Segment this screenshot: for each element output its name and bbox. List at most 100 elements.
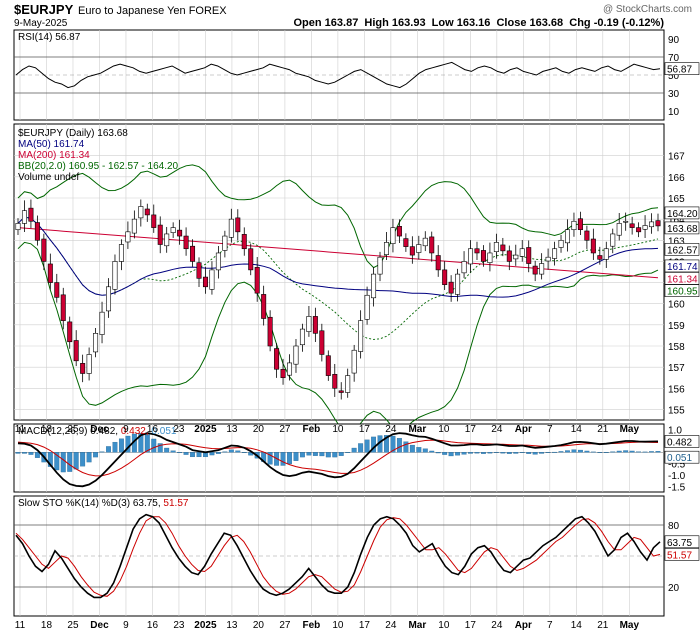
x-tick-label: May bbox=[620, 424, 640, 435]
macd-hist-bar bbox=[332, 452, 338, 458]
candle-body bbox=[144, 208, 150, 216]
candle-body bbox=[442, 269, 448, 285]
price-panel: 1671661651641631621611601591581571561551… bbox=[13, 123, 700, 434]
macd-hist-bar bbox=[390, 435, 396, 453]
macd-hist-bar bbox=[565, 450, 570, 453]
x-tick-label: 16 bbox=[147, 424, 159, 435]
y-tick-label: 164 bbox=[668, 215, 685, 226]
candle-body bbox=[571, 220, 577, 231]
candle-body bbox=[267, 316, 273, 347]
candle-body bbox=[41, 238, 47, 262]
macd-hist-bar bbox=[28, 452, 34, 455]
y-tick-label: 160 bbox=[668, 300, 685, 311]
x-tick-label: May bbox=[620, 620, 640, 631]
rsi-current-tag: 56.87 bbox=[667, 65, 692, 76]
candle-body bbox=[293, 345, 299, 365]
macd-hist-bar bbox=[34, 452, 40, 458]
x-tick-label: Mar bbox=[408, 424, 426, 435]
macd-hist-bar bbox=[312, 452, 318, 456]
sto-d-line bbox=[15, 516, 661, 597]
y-tick-label: 50 bbox=[668, 71, 680, 82]
macd-hist-bar bbox=[468, 452, 473, 454]
candle-body bbox=[506, 250, 512, 262]
candle-body bbox=[183, 235, 189, 250]
y-tick-label: -1.5 bbox=[668, 482, 686, 493]
sto-d-tag-box bbox=[664, 548, 700, 561]
x-tick-label: 14 bbox=[571, 620, 583, 631]
x-tick-label: 23 bbox=[173, 424, 185, 435]
legend-entry: MA(50) 161.74 bbox=[18, 139, 85, 150]
macd-hist-bar bbox=[610, 451, 616, 453]
candle-body bbox=[312, 316, 318, 334]
y-tick-label: 167 bbox=[668, 152, 685, 163]
x-tick-label: 14 bbox=[571, 424, 583, 435]
macd-hist-bar bbox=[526, 452, 532, 454]
macd-hist-bar bbox=[616, 450, 622, 453]
candle-body bbox=[603, 248, 609, 260]
sto-d-tag: 51.57 bbox=[667, 550, 692, 561]
macd-hist-bar bbox=[280, 452, 286, 466]
macd-hist-bar bbox=[54, 452, 60, 471]
macd-hist-bar bbox=[623, 450, 629, 453]
macd-hist-bar bbox=[215, 452, 221, 454]
candle-body bbox=[338, 390, 344, 393]
x-tick-label: 24 bbox=[491, 620, 503, 631]
x-tick-label: 21 bbox=[597, 620, 609, 631]
y-tick-label: 166 bbox=[668, 173, 685, 184]
y-tick-label: 10 bbox=[668, 107, 680, 118]
macd-hist-bar bbox=[93, 452, 99, 458]
macd-hist-bar bbox=[649, 451, 654, 453]
x-tick-label: 11 bbox=[15, 620, 26, 631]
x-tick-label: 7 bbox=[547, 620, 553, 631]
macd-hist-bar bbox=[144, 434, 150, 453]
macd-hist-bar bbox=[241, 452, 247, 453]
macd-hist-bar bbox=[455, 452, 461, 456]
bb-lower-tag-box bbox=[664, 284, 700, 297]
macd-hist-bar bbox=[106, 446, 111, 453]
candle-body bbox=[577, 218, 583, 231]
candle-body bbox=[73, 340, 79, 362]
x-tick-label: 10 bbox=[332, 424, 344, 435]
candle-body bbox=[564, 229, 570, 244]
candle-body bbox=[474, 248, 480, 254]
candle-body bbox=[54, 282, 60, 298]
candle-body bbox=[86, 354, 92, 374]
x-tick-label: 10 bbox=[438, 424, 450, 435]
macd-panel: 1.00.5-0.5-1.0-1.50.4820.051MACD(12,26,9… bbox=[13, 423, 700, 493]
candle-body bbox=[513, 254, 519, 260]
candle-body bbox=[429, 236, 435, 254]
candle-body bbox=[610, 233, 616, 247]
candle-body bbox=[371, 273, 377, 299]
macd-hist-bar bbox=[481, 452, 486, 454]
candle-body bbox=[80, 363, 86, 374]
candle-body bbox=[351, 349, 357, 374]
candle-body bbox=[106, 286, 112, 312]
candle-body bbox=[241, 234, 247, 250]
macd-hist-bar bbox=[435, 452, 441, 454]
candle-body bbox=[222, 235, 228, 251]
y-tick-label: 70 bbox=[668, 53, 680, 64]
macd-hist-bar bbox=[267, 452, 273, 465]
macd-hist-bar bbox=[60, 452, 66, 473]
candle-body bbox=[409, 246, 415, 256]
y-tick-label: 1.0 bbox=[668, 426, 682, 437]
candle-body bbox=[332, 374, 338, 389]
macd-hist-bar bbox=[338, 452, 344, 456]
candle-body bbox=[15, 223, 21, 231]
candle-body bbox=[396, 226, 402, 237]
legend-entry: Slow STO %K(14) %D(3) 63.75, 51.57 bbox=[18, 498, 189, 509]
candle-body bbox=[655, 220, 661, 227]
macd-hist-bar bbox=[552, 451, 558, 453]
x-tick-label: 2025 bbox=[194, 424, 217, 435]
candle-body bbox=[274, 348, 280, 370]
macd-hist-bar bbox=[577, 449, 583, 453]
candle-body bbox=[28, 207, 34, 222]
macd-hist-bar bbox=[151, 438, 157, 453]
x-tick-label: 17 bbox=[359, 620, 371, 631]
candle-body bbox=[545, 256, 551, 262]
candle-body bbox=[480, 250, 486, 262]
macd-hist-bar bbox=[429, 450, 435, 453]
close-tag-box bbox=[664, 221, 700, 235]
candle-body bbox=[358, 320, 364, 352]
candle-body bbox=[280, 368, 286, 379]
